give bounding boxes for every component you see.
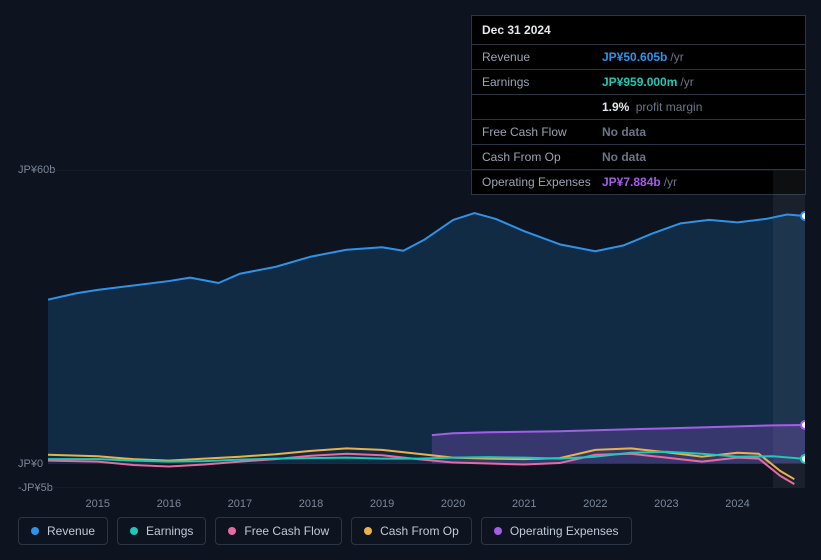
legend-item-free-cash-flow[interactable]: Free Cash Flow (215, 517, 342, 545)
x-axis-label: 2022 (583, 498, 607, 510)
x-axis-label: 2023 (654, 498, 678, 510)
line-chart[interactable] (48, 170, 805, 488)
x-axis-label: 2015 (86, 498, 110, 510)
tooltip-row: RevenueJP¥50.605b/yr (472, 45, 805, 70)
series-end-marker (801, 212, 805, 220)
chart-area: JP¥60bJP¥0-JP¥5b 20152016201720182019202… (18, 160, 805, 510)
legend-item-operating-expenses[interactable]: Operating Expenses (481, 517, 632, 545)
x-axis-label: 2020 (441, 498, 465, 510)
legend-dot-icon (130, 527, 138, 535)
legend-label: Earnings (146, 524, 193, 538)
tooltip-value: No data (602, 125, 646, 139)
tooltip-value: JP¥50.605b/yr (602, 50, 684, 64)
legend-dot-icon (494, 527, 502, 535)
x-axis-label: 2021 (512, 498, 536, 510)
legend-item-earnings[interactable]: Earnings (117, 517, 206, 545)
series-area-revenue (48, 213, 805, 463)
tooltip-row: Free Cash FlowNo data (472, 120, 805, 145)
tooltip-row: EarningsJP¥959.000m/yr (472, 70, 805, 95)
x-axis-label: 2024 (725, 498, 749, 510)
y-axis-label: JP¥0 (18, 458, 43, 470)
legend-dot-icon (31, 527, 39, 535)
chart-legend: Revenue Earnings Free Cash Flow Cash From O… (18, 517, 632, 545)
legend-label: Free Cash Flow (244, 524, 329, 538)
tooltip-date: Dec 31 2024 (472, 16, 805, 45)
tooltip-label: Free Cash Flow (482, 125, 602, 139)
tooltip-value: JP¥959.000m/yr (602, 75, 694, 89)
legend-dot-icon (228, 527, 236, 535)
tooltip-label: Revenue (482, 50, 602, 64)
x-axis-label: 2016 (157, 498, 181, 510)
series-end-marker (801, 421, 805, 429)
x-axis: 2015 2016 2017 2018 2019 2020 2021 2022 2023 2024 (48, 492, 805, 510)
legend-label: Operating Expenses (510, 524, 619, 538)
x-axis-label: 2018 (299, 498, 323, 510)
legend-dot-icon (364, 527, 372, 535)
tooltip-margin: 1.9% profit margin (472, 95, 805, 120)
legend-label: Revenue (47, 524, 95, 538)
legend-item-cash-from-op[interactable]: Cash From Op (351, 517, 472, 545)
legend-label: Cash From Op (380, 524, 459, 538)
series-end-marker (801, 455, 805, 463)
x-axis-label: 2019 (370, 498, 394, 510)
tooltip-label: Earnings (482, 75, 602, 89)
x-axis-label: 2017 (228, 498, 252, 510)
legend-item-revenue[interactable]: Revenue (18, 517, 108, 545)
